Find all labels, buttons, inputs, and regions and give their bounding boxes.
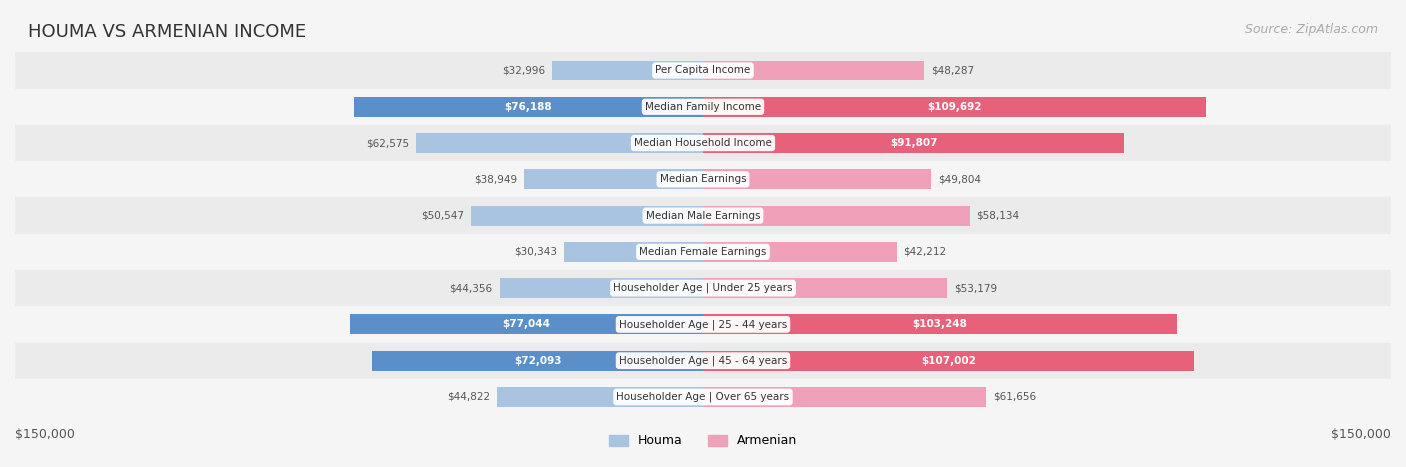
Text: Median Female Earnings: Median Female Earnings xyxy=(640,247,766,257)
Text: $103,248: $103,248 xyxy=(912,319,967,329)
Bar xyxy=(15,306,1391,343)
Legend: Houma, Armenian: Houma, Armenian xyxy=(605,429,801,453)
Bar xyxy=(551,61,703,80)
Bar xyxy=(15,89,1391,125)
Bar xyxy=(703,170,931,189)
Bar xyxy=(703,97,1206,117)
Bar xyxy=(350,314,703,334)
Bar xyxy=(353,97,703,117)
Bar xyxy=(15,198,1391,234)
Bar xyxy=(15,343,1391,379)
Text: $107,002: $107,002 xyxy=(921,356,976,366)
Text: $42,212: $42,212 xyxy=(904,247,946,257)
Text: $109,692: $109,692 xyxy=(928,102,981,112)
Text: Householder Age | Under 25 years: Householder Age | Under 25 years xyxy=(613,283,793,293)
Text: $62,575: $62,575 xyxy=(366,138,409,148)
Text: Source: ZipAtlas.com: Source: ZipAtlas.com xyxy=(1244,23,1378,36)
Bar xyxy=(703,133,1123,153)
Bar xyxy=(703,278,946,298)
Text: $38,949: $38,949 xyxy=(474,174,517,184)
Bar xyxy=(703,387,986,407)
Bar xyxy=(524,170,703,189)
Text: $150,000: $150,000 xyxy=(1331,428,1391,441)
Text: $48,287: $48,287 xyxy=(931,65,974,76)
Text: $49,804: $49,804 xyxy=(938,174,981,184)
Text: $72,093: $72,093 xyxy=(515,356,561,366)
Text: $58,134: $58,134 xyxy=(977,211,1019,220)
Bar xyxy=(373,351,703,371)
Text: $61,656: $61,656 xyxy=(993,392,1036,402)
Bar xyxy=(564,242,703,262)
Text: $53,179: $53,179 xyxy=(953,283,997,293)
Text: $44,356: $44,356 xyxy=(450,283,492,293)
Bar xyxy=(15,270,1391,306)
Bar xyxy=(703,61,925,80)
Text: Householder Age | 25 - 44 years: Householder Age | 25 - 44 years xyxy=(619,319,787,330)
Bar xyxy=(416,133,703,153)
Text: $91,807: $91,807 xyxy=(890,138,938,148)
Bar xyxy=(703,242,897,262)
Bar xyxy=(703,314,1177,334)
Bar xyxy=(498,387,703,407)
Bar xyxy=(703,351,1194,371)
Bar xyxy=(15,125,1391,161)
Text: $44,822: $44,822 xyxy=(447,392,491,402)
Text: Householder Age | Over 65 years: Householder Age | Over 65 years xyxy=(616,392,790,402)
Text: $76,188: $76,188 xyxy=(505,102,553,112)
Text: $150,000: $150,000 xyxy=(15,428,75,441)
Text: $32,996: $32,996 xyxy=(502,65,544,76)
Bar xyxy=(15,161,1391,198)
Text: HOUMA VS ARMENIAN INCOME: HOUMA VS ARMENIAN INCOME xyxy=(28,23,307,42)
Text: $30,343: $30,343 xyxy=(515,247,557,257)
Bar xyxy=(15,379,1391,415)
Text: Median Household Income: Median Household Income xyxy=(634,138,772,148)
Text: Per Capita Income: Per Capita Income xyxy=(655,65,751,76)
Bar xyxy=(499,278,703,298)
Text: $77,044: $77,044 xyxy=(502,319,550,329)
Text: Householder Age | 45 - 64 years: Householder Age | 45 - 64 years xyxy=(619,355,787,366)
Bar xyxy=(471,205,703,226)
Text: Median Earnings: Median Earnings xyxy=(659,174,747,184)
Bar xyxy=(703,205,970,226)
Bar xyxy=(15,234,1391,270)
Text: Median Male Earnings: Median Male Earnings xyxy=(645,211,761,220)
Text: $50,547: $50,547 xyxy=(422,211,464,220)
Bar xyxy=(15,52,1391,89)
Text: Median Family Income: Median Family Income xyxy=(645,102,761,112)
